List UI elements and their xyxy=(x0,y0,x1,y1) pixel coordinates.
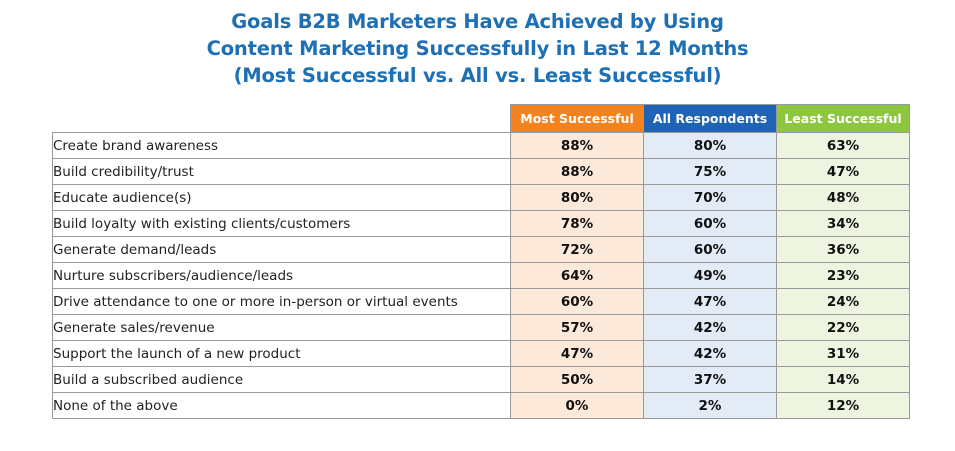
chart-title-line-3: (Most Successful vs. All vs. Least Succe… xyxy=(233,64,722,87)
row-label: Nurture subscribers/audience/leads xyxy=(52,262,511,289)
value-cell-all-respondents: 60% xyxy=(643,210,777,237)
value-cell-least-successful: 63% xyxy=(776,132,910,159)
value-cell-most-successful: 78% xyxy=(510,210,644,237)
row-label: Create brand awareness xyxy=(52,132,511,159)
column-header-all-respondents: All Respondents xyxy=(643,104,777,133)
value-cell-least-successful: 14% xyxy=(776,366,910,393)
table-row: Build a subscribed audience 50% 37% 14% xyxy=(52,366,910,393)
chart-title-line-2: Content Marketing Successfully in Last 1… xyxy=(206,37,749,60)
header-blank-cell xyxy=(53,105,511,133)
value-cell-least-successful: 48% xyxy=(776,184,910,211)
value-cell-all-respondents: 70% xyxy=(643,184,777,211)
column-header-most-successful: Most Successful xyxy=(510,104,644,133)
value-cell-least-successful: 22% xyxy=(776,314,910,341)
row-label: Generate demand/leads xyxy=(52,236,511,263)
value-cell-most-successful: 88% xyxy=(510,158,644,185)
table-row: Drive attendance to one or more in-perso… xyxy=(52,288,910,315)
value-cell-all-respondents: 47% xyxy=(643,288,777,315)
table-row: None of the above 0% 2% 12% xyxy=(52,392,910,419)
chart-title: Goals B2B Marketers Have Achieved by Usi… xyxy=(0,8,955,89)
value-cell-least-successful: 31% xyxy=(776,340,910,367)
column-header-least-successful: Least Successful xyxy=(776,104,910,133)
value-cell-all-respondents: 37% xyxy=(643,366,777,393)
table-row: Educate audience(s) 80% 70% 48% xyxy=(52,184,910,211)
value-cell-all-respondents: 42% xyxy=(643,314,777,341)
value-cell-least-successful: 47% xyxy=(776,158,910,185)
value-cell-most-successful: 47% xyxy=(510,340,644,367)
row-label: Build credibility/trust xyxy=(52,158,511,185)
value-cell-most-successful: 0% xyxy=(510,392,644,419)
row-label: Build a subscribed audience xyxy=(52,366,511,393)
table-row: Create brand awareness 88% 80% 63% xyxy=(52,132,910,159)
table-row: Build credibility/trust 88% 75% 47% xyxy=(52,158,910,185)
value-cell-least-successful: 36% xyxy=(776,236,910,263)
table-row: Generate sales/revenue 57% 42% 22% xyxy=(52,314,910,341)
header-row: Most Successful All Respondents Least Su… xyxy=(53,104,910,133)
value-cell-all-respondents: 2% xyxy=(643,392,777,419)
value-cell-most-successful: 72% xyxy=(510,236,644,263)
results-table: Most Successful All Respondents Least Su… xyxy=(52,104,910,419)
row-label: Support the launch of a new product xyxy=(52,340,511,367)
value-cell-most-successful: 80% xyxy=(510,184,644,211)
value-cell-most-successful: 50% xyxy=(510,366,644,393)
row-label: None of the above xyxy=(52,392,511,419)
table-body: Create brand awareness 88% 80% 63% Build cre… xyxy=(52,132,910,419)
row-label: Drive attendance to one or more in-perso… xyxy=(52,288,511,315)
value-cell-most-successful: 60% xyxy=(510,288,644,315)
table-row: Nurture subscribers/audience/leads 64% 49%… xyxy=(52,262,910,289)
value-cell-all-respondents: 42% xyxy=(643,340,777,367)
value-cell-least-successful: 24% xyxy=(776,288,910,315)
row-label: Build loyalty with existing clients/cust… xyxy=(52,210,511,237)
value-cell-all-respondents: 75% xyxy=(643,158,777,185)
value-cell-most-successful: 57% xyxy=(510,314,644,341)
value-cell-most-successful: 88% xyxy=(510,132,644,159)
table-row: Build loyalty with existing clients/cust… xyxy=(52,210,910,237)
table-row: Generate demand/leads 72% 60% 36% xyxy=(52,236,910,263)
value-cell-least-successful: 12% xyxy=(776,392,910,419)
row-label: Generate sales/revenue xyxy=(52,314,511,341)
value-cell-all-respondents: 60% xyxy=(643,236,777,263)
value-cell-all-respondents: 49% xyxy=(643,262,777,289)
value-cell-most-successful: 64% xyxy=(510,262,644,289)
value-cell-least-successful: 23% xyxy=(776,262,910,289)
table-row: Support the launch of a new product 47% 42… xyxy=(52,340,910,367)
row-label: Educate audience(s) xyxy=(52,184,511,211)
value-cell-least-successful: 34% xyxy=(776,210,910,237)
value-cell-all-respondents: 80% xyxy=(643,132,777,159)
chart-title-line-1: Goals B2B Marketers Have Achieved by Usi… xyxy=(231,10,724,33)
